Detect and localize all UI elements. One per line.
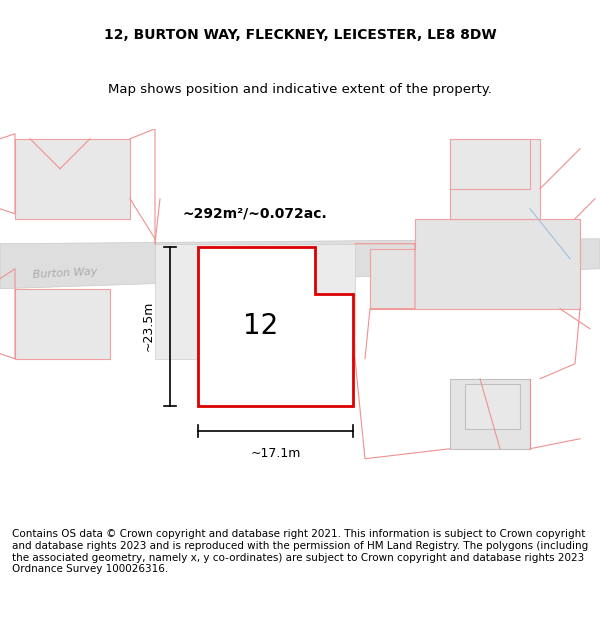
Text: 12: 12	[243, 312, 278, 340]
Polygon shape	[370, 219, 580, 309]
Text: Contains OS data © Crown copyright and database right 2021. This information is : Contains OS data © Crown copyright and d…	[12, 529, 588, 574]
Text: 12, BURTON WAY, FLECKNEY, LEICESTER, LE8 8DW: 12, BURTON WAY, FLECKNEY, LEICESTER, LE8…	[104, 28, 496, 42]
Polygon shape	[450, 139, 530, 189]
Polygon shape	[15, 139, 130, 219]
Polygon shape	[0, 239, 600, 289]
Polygon shape	[155, 244, 355, 359]
Text: ~292m²/~0.072ac.: ~292m²/~0.072ac.	[182, 207, 328, 221]
Polygon shape	[198, 247, 353, 406]
Text: ~23.5m: ~23.5m	[142, 301, 155, 351]
Text: Map shows position and indicative extent of the property.: Map shows position and indicative extent…	[108, 84, 492, 96]
Text: ~17.1m: ~17.1m	[250, 448, 301, 460]
Polygon shape	[465, 384, 520, 429]
Polygon shape	[450, 139, 540, 219]
Polygon shape	[450, 379, 530, 449]
Text: Burton Way: Burton Way	[32, 267, 98, 281]
Polygon shape	[15, 289, 110, 359]
Text: Burton Way: Burton Way	[208, 248, 281, 264]
